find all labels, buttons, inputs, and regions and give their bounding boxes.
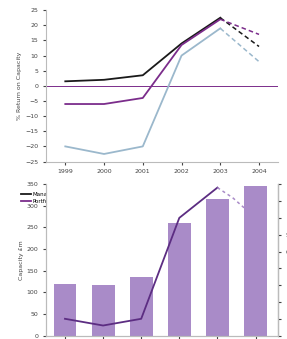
Bar <box>244 186 267 336</box>
Bar <box>206 199 229 336</box>
Bar <box>130 277 153 336</box>
Bar <box>54 284 76 336</box>
Y-axis label: % Return on Capacity: % Return on Capacity <box>18 52 22 120</box>
Bar <box>168 223 191 336</box>
Bar <box>92 284 115 336</box>
Y-axis label: Capacity £m: Capacity £m <box>19 240 24 280</box>
Legend: Managed, Portfolio, Market, Forecast, Forecast, Forecast: Managed, Portfolio, Market, Forecast, Fo… <box>21 192 133 204</box>
